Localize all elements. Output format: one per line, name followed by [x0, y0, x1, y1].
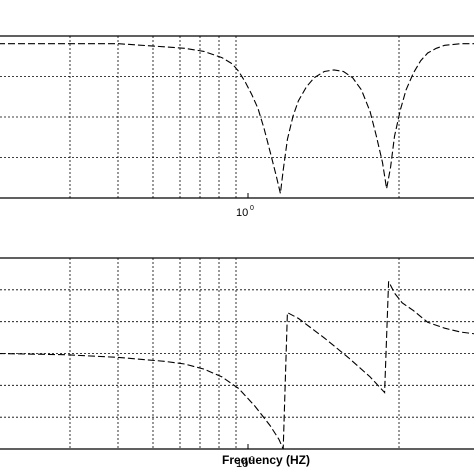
x-axis-label: Frequency (HZ) — [222, 453, 310, 467]
x-tick-label-exponent: 0 — [250, 456, 254, 463]
series-line — [0, 281, 474, 450]
x-tick-label-exponent: 0 — [250, 205, 254, 212]
bottom-chart-panel: 10 0 — [0, 257, 474, 470]
x-tick-label: 10 — [236, 458, 248, 470]
top-chart-panel: 10 0 — [0, 35, 474, 219]
series-line — [0, 43, 474, 194]
x-tick-label: 10 — [236, 207, 248, 219]
